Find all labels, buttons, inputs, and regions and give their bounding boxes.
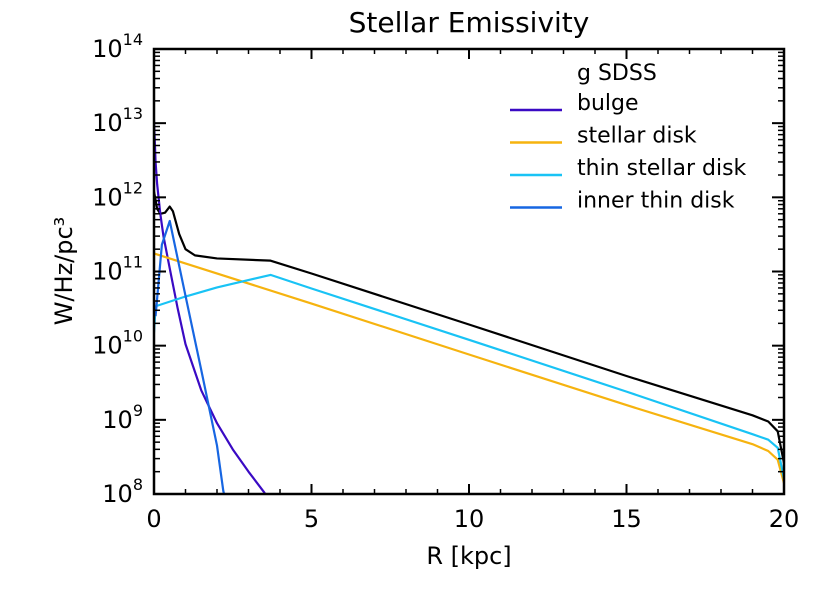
y-tick-label: 1012 — [92, 178, 143, 211]
x-tick-label: 15 — [611, 505, 642, 533]
x-axis-ticks: 0 5 10 15 20 — [146, 49, 799, 533]
series-line-3 — [154, 273, 784, 480]
series-line-0 — [154, 191, 784, 464]
x-tick-label: 10 — [454, 505, 485, 533]
legend: g SDSS bulge stellar disk thin stellar disk… — [510, 61, 747, 214]
legend-title: g SDSS — [577, 61, 657, 86]
y-tick-label: 1013 — [92, 104, 143, 137]
legend-label-1: bulge — [577, 91, 639, 116]
y-axis-ticks: 108 109 1010 1011 1012 1013 1014 — [92, 30, 784, 508]
series-line-1 — [154, 120, 267, 494]
x-tick-label: 5 — [304, 505, 319, 533]
y-tick-label: 1010 — [92, 327, 143, 360]
x-axis-label: R [kpc] — [426, 542, 511, 570]
legend-label-2: stellar disk — [577, 124, 697, 149]
x-tick-label: 20 — [769, 505, 800, 533]
y-tick-label: 109 — [102, 401, 143, 434]
y-tick-label: 108 — [102, 475, 143, 508]
y-tick-label: 1014 — [92, 30, 143, 63]
legend-label-3: thin stellar disk — [577, 156, 747, 181]
series-line-4 — [154, 219, 226, 494]
legend-label-4: inner thin disk — [577, 189, 735, 214]
x-tick-label: 0 — [146, 505, 161, 533]
curves-group — [154, 120, 784, 494]
y-tick-label: 1011 — [92, 253, 143, 286]
series-line-2 — [154, 252, 784, 484]
chart-title: Stellar Emissivity — [349, 6, 590, 39]
y-axis-label: W/Hz/pc³ — [50, 217, 78, 326]
plot-frame — [152, 47, 786, 496]
